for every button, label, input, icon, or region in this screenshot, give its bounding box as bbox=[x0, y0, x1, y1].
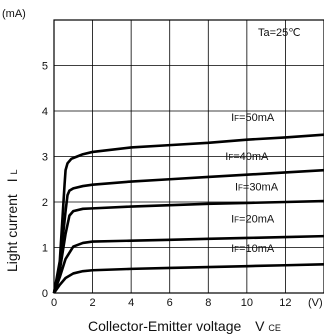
x-axis-label: Collector-Emitter voltage V CE bbox=[88, 318, 281, 334]
y-tick-label: 2 bbox=[42, 197, 48, 209]
grid-lines bbox=[54, 20, 324, 293]
series-curve-2 bbox=[52, 234, 324, 294]
series-curves bbox=[52, 133, 324, 294]
series-curve-4 bbox=[52, 168, 324, 294]
series-curve-3 bbox=[52, 199, 324, 294]
series-label: IF=40mA bbox=[225, 151, 269, 163]
series-labels: IF=10mA IF=20mA IF=30mA IF=40mA IF=50mA bbox=[225, 112, 278, 255]
y-axis-symbol-sub: L bbox=[9, 169, 19, 174]
plot-frame bbox=[53, 19, 324, 294]
series-curve-5 bbox=[52, 133, 324, 294]
x-tick-label: 0 bbox=[51, 297, 57, 309]
y-tick-label: 5 bbox=[42, 61, 48, 73]
series-curve-1 bbox=[52, 263, 324, 294]
x-axis-label-text: Collector-Emitter voltage bbox=[88, 318, 241, 334]
y-tick-label: 3 bbox=[42, 152, 48, 164]
y-tick-label: 0 bbox=[42, 288, 48, 300]
y-tick-label: 4 bbox=[42, 106, 48, 118]
y-axis-symbol: I bbox=[4, 178, 20, 182]
x-tick-label: 4 bbox=[128, 297, 134, 309]
series-label: IF=10mA bbox=[231, 243, 275, 255]
series-label: IF=50mA bbox=[231, 112, 275, 124]
x-tick-label: 12 bbox=[279, 297, 291, 309]
series-label: IF=30mA bbox=[235, 182, 279, 194]
x-axis-symbol: V bbox=[255, 318, 265, 334]
x-unit-label: (V) bbox=[308, 297, 323, 309]
x-tick-label: 6 bbox=[167, 297, 173, 309]
y-axis-label: Light current I L bbox=[4, 169, 20, 272]
x-tick-label: 10 bbox=[241, 297, 253, 309]
x-tick-label: 2 bbox=[90, 297, 96, 309]
temperature-annotation: Ta=25℃ bbox=[258, 27, 301, 39]
x-tick-label: 8 bbox=[205, 297, 211, 309]
series-label: IF=20mA bbox=[231, 213, 275, 225]
y-axis-label-text: Light current bbox=[4, 194, 20, 272]
x-axis-symbol-sub: CE bbox=[268, 323, 281, 333]
y-unit-label: (mA) bbox=[2, 8, 26, 20]
y-tick-label: 1 bbox=[42, 243, 48, 255]
